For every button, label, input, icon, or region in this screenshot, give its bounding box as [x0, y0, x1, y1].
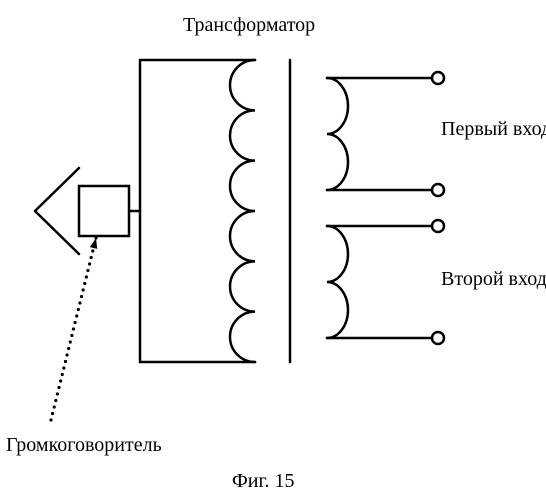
transformer-label: Трансформатор — [183, 14, 315, 37]
diagram-svg — [35, 60, 444, 422]
speaker-label: Громкоговоритель — [6, 434, 162, 457]
figure-caption: Фиг. 15 — [232, 470, 294, 493]
input1-label: Первый вход — [441, 118, 546, 141]
input2-label: Второй вход — [441, 268, 546, 291]
